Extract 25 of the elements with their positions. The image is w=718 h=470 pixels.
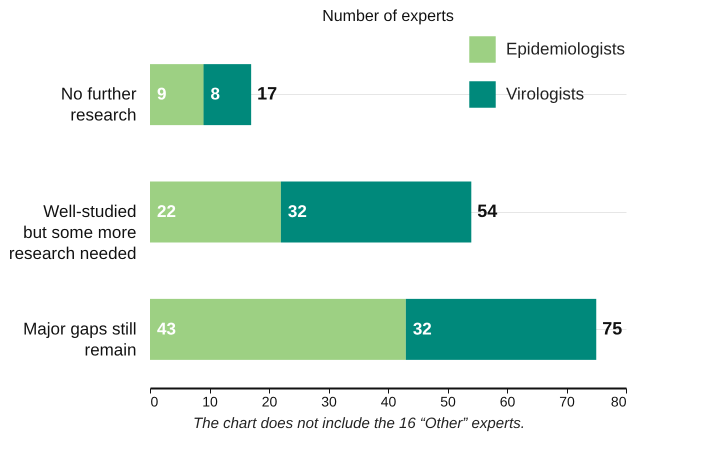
x-tick-label: 60	[500, 394, 516, 410]
chart-title: Number of experts	[322, 8, 454, 25]
x-tick-label: 20	[262, 394, 278, 410]
total-label: 54	[477, 201, 498, 221]
x-tick-label: 50	[440, 394, 456, 410]
data-label: 8	[210, 84, 220, 104]
data-label: 32	[288, 202, 307, 221]
text: The chart does not include the 16 “Other” experts.	[192, 415, 526, 432]
x-tick-label: 40	[380, 394, 396, 410]
legend-label: Virologists	[506, 84, 584, 104]
x-tick-label: 30	[321, 394, 337, 410]
data-label: 43	[157, 319, 176, 338]
total-label: 75	[602, 318, 622, 338]
total-label: 17	[257, 84, 278, 104]
x-tick-label: 10	[202, 394, 218, 410]
legend-label: Epidemiologists	[506, 40, 626, 58]
data-label: 9	[157, 84, 166, 104]
y-tick-label: No further research	[60, 84, 137, 125]
data-label: 22	[157, 202, 176, 221]
x-tick-label: 80	[610, 394, 627, 410]
x-tick-label: 0	[150, 394, 158, 410]
x-tick-label: 70	[559, 394, 575, 410]
y-tick-label: Well-studied but some more research needed	[8, 202, 136, 263]
y-tick-label: Major gaps still remain	[23, 319, 136, 360]
data-label: 32	[412, 319, 432, 338]
